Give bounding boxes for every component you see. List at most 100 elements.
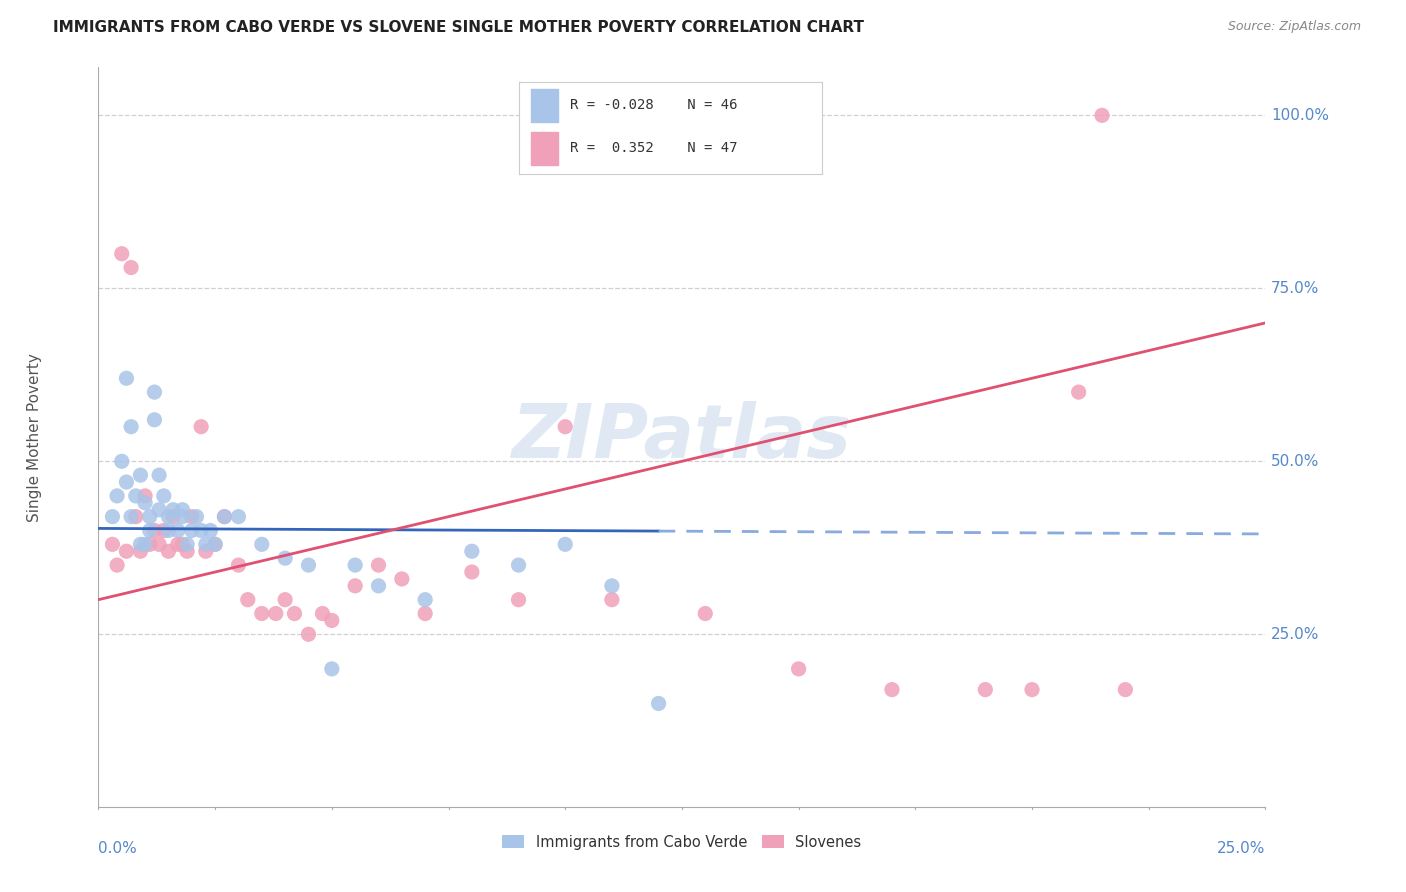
Point [1021, 682, 1043, 697]
Point [461, 565, 484, 579]
Point [139, 509, 162, 524]
Point [134, 537, 156, 551]
Point [190, 524, 212, 538]
Point [214, 509, 236, 524]
Point [508, 558, 530, 573]
Point [274, 551, 297, 566]
Text: 50.0%: 50.0% [1271, 454, 1320, 469]
Point [274, 592, 297, 607]
Point [157, 544, 180, 558]
Point [214, 509, 236, 524]
Point [344, 558, 367, 573]
Point [200, 524, 222, 538]
Point [283, 607, 305, 621]
Point [143, 385, 166, 400]
Point [111, 246, 134, 260]
Point [125, 489, 148, 503]
Point [647, 697, 669, 711]
Point [162, 509, 184, 524]
Point [129, 537, 152, 551]
Point [600, 579, 623, 593]
Text: 0.0%: 0.0% [98, 840, 138, 855]
Point [180, 524, 202, 538]
Point [1114, 682, 1136, 697]
Point [129, 468, 152, 483]
Point [367, 579, 389, 593]
Point [974, 682, 997, 697]
Point [157, 524, 180, 538]
Text: IMMIGRANTS FROM CABO VERDE VS SLOVENE SINGLE MOTHER POVERTY CORRELATION CHART: IMMIGRANTS FROM CABO VERDE VS SLOVENE SI… [53, 20, 865, 35]
Point [413, 607, 436, 621]
Point [190, 419, 212, 434]
Point [101, 537, 124, 551]
Point [461, 544, 484, 558]
Point [120, 419, 142, 434]
Point [787, 662, 810, 676]
Point [321, 662, 343, 676]
Point [105, 489, 128, 503]
Point [194, 537, 217, 551]
Point [194, 544, 217, 558]
Point [880, 682, 903, 697]
Point [115, 371, 138, 385]
Point [264, 607, 287, 621]
Point [413, 592, 436, 607]
Point [344, 579, 367, 593]
Text: 25.0%: 25.0% [1218, 840, 1265, 855]
Point [228, 558, 250, 573]
Text: ZIPatlas: ZIPatlas [512, 401, 852, 474]
Point [311, 607, 333, 621]
Legend: Immigrants from Cabo Verde, Slovenes: Immigrants from Cabo Verde, Slovenes [496, 829, 868, 855]
Point [508, 592, 530, 607]
Point [148, 537, 170, 551]
Point [176, 544, 198, 558]
Point [134, 496, 156, 510]
Point [101, 509, 124, 524]
Point [125, 509, 148, 524]
Point [204, 537, 226, 551]
Point [162, 502, 184, 516]
Point [176, 537, 198, 551]
Point [143, 524, 166, 538]
Point [157, 509, 180, 524]
Text: 75.0%: 75.0% [1271, 281, 1320, 296]
Point [321, 614, 343, 628]
Point [166, 537, 188, 551]
Point [180, 509, 202, 524]
Point [186, 509, 208, 524]
Point [143, 413, 166, 427]
Point [391, 572, 413, 586]
Point [297, 558, 319, 573]
Point [297, 627, 319, 641]
Point [554, 419, 576, 434]
Point [695, 607, 717, 621]
Point [120, 260, 142, 275]
Point [152, 524, 174, 538]
Point [120, 509, 142, 524]
Point [115, 544, 138, 558]
Text: Source: ZipAtlas.com: Source: ZipAtlas.com [1227, 20, 1361, 33]
Point [166, 524, 188, 538]
Point [1067, 385, 1090, 400]
Point [228, 509, 250, 524]
Point [152, 489, 174, 503]
Point [111, 454, 134, 468]
Text: 100.0%: 100.0% [1271, 108, 1329, 123]
Point [367, 558, 389, 573]
Point [115, 475, 138, 489]
Point [1091, 108, 1114, 122]
Point [250, 607, 273, 621]
Point [172, 509, 194, 524]
Point [134, 489, 156, 503]
Point [139, 537, 162, 551]
Point [250, 537, 273, 551]
Text: 25.0%: 25.0% [1271, 627, 1320, 641]
Point [204, 537, 226, 551]
Point [600, 592, 623, 607]
Point [105, 558, 128, 573]
Point [148, 468, 170, 483]
Point [148, 502, 170, 516]
Point [236, 592, 259, 607]
Point [172, 537, 194, 551]
Text: Single Mother Poverty: Single Mother Poverty [27, 352, 42, 522]
